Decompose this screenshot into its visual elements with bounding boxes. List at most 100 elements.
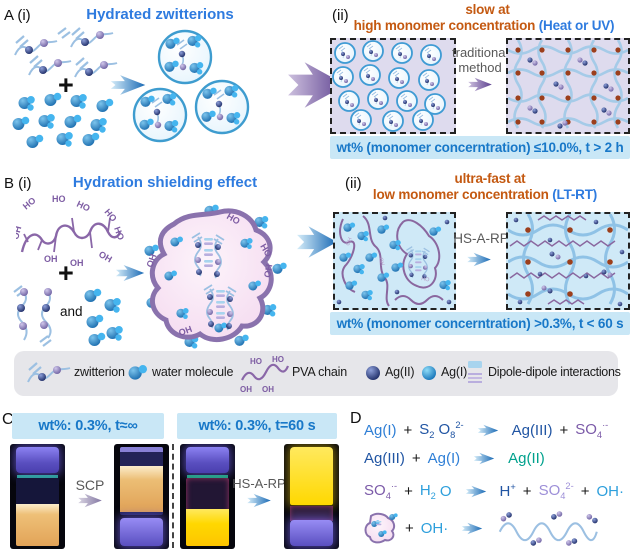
eq-token: Ag(I) [364, 421, 397, 439]
eq-token: Ag(III) [364, 449, 405, 467]
title-blue-part: (LT-RT) [552, 187, 598, 202]
vial-glass [16, 478, 59, 546]
panel-b-banner: wt% (monomer concerntration) >0.3%, t < … [330, 312, 630, 335]
eq-token: + [522, 482, 532, 500]
vial-rim [120, 447, 163, 452]
eq-token: + [404, 482, 413, 500]
hydrated-zwitterion-droplets-art [130, 26, 266, 150]
plus-sign-a: + [58, 70, 74, 100]
eq-token: OH· [420, 519, 449, 537]
legend-ho-label: HO [250, 357, 262, 366]
eq-token: SO4·- [364, 481, 398, 501]
pva-ho-label: HO [75, 199, 91, 214]
and-label: and [60, 304, 83, 319]
reaction-arrow-icon [473, 452, 495, 464]
scp-label: SCP [75, 477, 105, 493]
reaction-arrow-icon [462, 522, 483, 534]
bii-solution-box: OH OH HO [333, 212, 456, 310]
vial-neck [187, 475, 228, 478]
pva-oh-label: OH [70, 258, 84, 268]
eq-token: + [559, 421, 569, 439]
plus-sign-b: + [58, 258, 74, 288]
vial-neck [17, 475, 58, 478]
vial-glass [120, 447, 163, 515]
panel-d-label: D [350, 410, 362, 427]
panel-bii-title-line2: low monomer concentration (LT-RT) [340, 187, 630, 202]
eq-token: O82- [438, 420, 464, 440]
vial-glass [186, 478, 229, 546]
panel-c-banner-right: wt%: 0.3%, t=60 s [177, 413, 337, 439]
eq-token: H2 [419, 481, 436, 501]
legend-zwitterion-label: zwitterion [74, 365, 125, 379]
legend-ag2-label: Ag(II) [385, 365, 415, 379]
panel-a-title: Hydrated zwitterions [86, 6, 234, 23]
blob-oh-label: OH [144, 253, 158, 269]
vial-glass-gap [290, 506, 333, 521]
title-orange-part: high monomer concentration [353, 18, 539, 33]
panel-aii-title-line1: slow at [465, 2, 510, 17]
vial-photo-sol-upright [180, 444, 235, 549]
eq-token: OH· [596, 482, 624, 500]
pva-ho-label: HO [52, 194, 66, 204]
eq-token: Ag(II) [508, 449, 545, 467]
legend-pva-label: PVA chain [292, 365, 347, 379]
method-line2: method [458, 59, 502, 75]
aii-dispersed-droplets-box [330, 38, 456, 134]
ag2-icon [366, 366, 380, 380]
panel-b-title: Hydration shielding effect [72, 174, 258, 191]
panel-b-label: B (i) [4, 175, 32, 192]
bii-network-box [506, 212, 630, 310]
equation-row: SO4·- + H2 O H+ + SO42- + OH· [362, 478, 630, 504]
zwitterions-and-water-b-art [13, 285, 123, 347]
hs-a-rp-label: HS-A-RP [453, 231, 509, 246]
arrow-icon-hs-a-rp-c [247, 493, 271, 508]
equation-row: Ag(I) + S2 O82- Ag(III) + SO4·- [362, 417, 630, 443]
shielded-solution-art: OH OH HO [336, 215, 452, 307]
monomer-blob-icon [362, 511, 398, 545]
vial-liquid [186, 508, 229, 546]
blob-oh-label: OH [262, 263, 274, 278]
pva-chain-art: HO HO HO HO HO OH OH OH OH [16, 194, 124, 268]
hs-a-rp-c-label: HS-A-RP [232, 476, 286, 491]
pva-ho-label: HO [112, 225, 124, 241]
vial-cap [120, 518, 163, 546]
panel-bii-title-line1: ultra-fast at [454, 171, 526, 186]
pva-ho-label: HO [21, 195, 38, 211]
panel-c-label: C [2, 411, 14, 428]
panel-aii-title-line2: high monomer concentration (Heat or UV) [338, 18, 630, 33]
zwitterions-and-water-art [12, 26, 119, 148]
legend-oh-label: OH [262, 385, 274, 394]
vial-cap [16, 447, 59, 473]
arrow-icon-traditional-method [468, 77, 492, 92]
eq-token: + [405, 519, 414, 537]
panel-a-label: A (i) [4, 7, 31, 24]
vial-liquid [16, 503, 59, 546]
method-line1: traditional [452, 45, 509, 60]
eq-token: + [403, 421, 413, 439]
tiny-ho-label: HO [421, 276, 431, 283]
panel-bii-label: (ii) [345, 175, 362, 192]
panel-c-divider [172, 444, 174, 548]
legend-ag1-label: Ag(I) [441, 365, 468, 379]
eq-token: SO4·- [575, 420, 609, 440]
dipole-dipole-icon [468, 361, 482, 383]
equation-row: Ag(III) + Ag(I) Ag(II) [362, 445, 630, 471]
zwitterion-icon [26, 361, 72, 384]
vial-liquid [120, 466, 163, 512]
eq-token: + [411, 449, 421, 467]
crosslinked-network-art [507, 39, 629, 129]
panel-c-banner-left: wt%: 0.3%, t≈∞ [12, 413, 164, 439]
pva-oh-label: OH [97, 249, 114, 264]
arrow-icon-hs-a-rp [467, 252, 491, 267]
hydration-shield-blob-art: HO HO OH OH OH [144, 204, 287, 349]
equations: Ag(I) + S2 O82- Ag(III) + SO4·- Ag(III) + Ag(I) Ag… [362, 417, 630, 551]
reaction-arrow-icon [465, 485, 486, 497]
legend-oh-label: OH [240, 385, 252, 394]
panel-aii-label: (ii) [332, 7, 349, 24]
title-blue-part: (Heat or UV) [538, 18, 615, 33]
pva-ho-label: HO [102, 207, 118, 224]
traditional-method-label: traditional method [452, 45, 509, 76]
fast-gel-network-art [507, 213, 629, 307]
vial-cap [290, 520, 333, 546]
